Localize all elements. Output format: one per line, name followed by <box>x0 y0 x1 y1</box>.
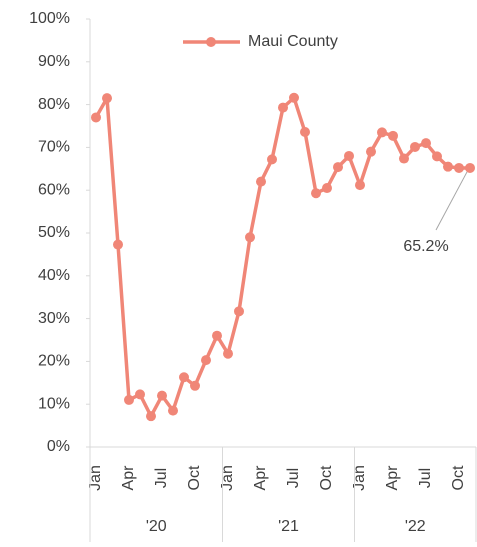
data-point <box>212 330 222 341</box>
data-point <box>333 162 343 173</box>
leader-line <box>435 171 468 231</box>
x-tick-label: Jul <box>417 468 434 488</box>
data-point <box>432 151 442 162</box>
data-point <box>344 150 354 161</box>
data-point <box>311 188 321 199</box>
data-point <box>454 162 464 173</box>
data-point <box>300 126 310 137</box>
y-tick-label: 80% <box>38 96 70 113</box>
x-group-label: '22 <box>405 518 426 535</box>
data-point <box>421 138 431 149</box>
x-tick-label: Oct <box>318 465 335 490</box>
data-point <box>157 390 167 401</box>
data-point <box>146 411 156 422</box>
data-point <box>399 153 409 164</box>
y-tick-label: 60% <box>38 181 70 198</box>
data-point <box>322 183 332 194</box>
data-point <box>267 154 277 165</box>
y-tick-label: 100% <box>29 10 70 27</box>
data-point <box>168 405 178 416</box>
x-group-label: '21 <box>278 518 299 535</box>
data-point <box>135 389 145 400</box>
data-point <box>223 348 233 359</box>
data-point <box>179 372 189 383</box>
data-point <box>245 232 255 243</box>
data-point <box>410 141 420 152</box>
x-tick-label: Oct <box>186 465 203 490</box>
data-point <box>124 394 134 405</box>
y-tick-label: 70% <box>38 139 70 156</box>
x-tick-label: Jan <box>219 465 236 491</box>
data-point <box>234 306 244 317</box>
data-point <box>113 239 123 250</box>
x-tick-label: Apr <box>120 465 137 491</box>
data-point <box>289 92 299 103</box>
data-label: 65.2% <box>403 238 448 255</box>
y-tick-label: 90% <box>38 53 70 70</box>
data-point <box>388 130 398 141</box>
y-tick-label: 40% <box>38 267 70 284</box>
data-point <box>201 355 211 366</box>
data-point <box>465 162 475 173</box>
y-tick-label: 10% <box>38 395 70 412</box>
y-tick-label: 50% <box>38 224 70 241</box>
y-tick-label: 30% <box>38 310 70 327</box>
data-point <box>443 161 453 172</box>
x-tick-label: Jan <box>87 465 104 491</box>
y-tick-label: 20% <box>38 353 70 370</box>
x-tick-label: Jan <box>351 465 368 491</box>
legend-marker <box>206 37 216 47</box>
data-point <box>366 146 376 157</box>
data-point <box>278 102 288 113</box>
x-group-label: '20 <box>146 518 167 535</box>
x-tick-label: Jul <box>285 468 302 488</box>
legend-label: Maui County <box>248 33 338 50</box>
x-tick-label: Apr <box>384 465 401 491</box>
data-point <box>377 127 387 138</box>
y-tick-label: 0% <box>47 438 70 455</box>
x-tick-label: Oct <box>450 465 467 490</box>
data-point <box>102 93 112 104</box>
x-tick-label: Apr <box>252 465 269 491</box>
x-tick-label: Jul <box>153 468 170 488</box>
data-point <box>91 112 101 123</box>
data-point <box>355 180 365 191</box>
data-point <box>256 176 266 187</box>
data-point <box>190 380 200 391</box>
